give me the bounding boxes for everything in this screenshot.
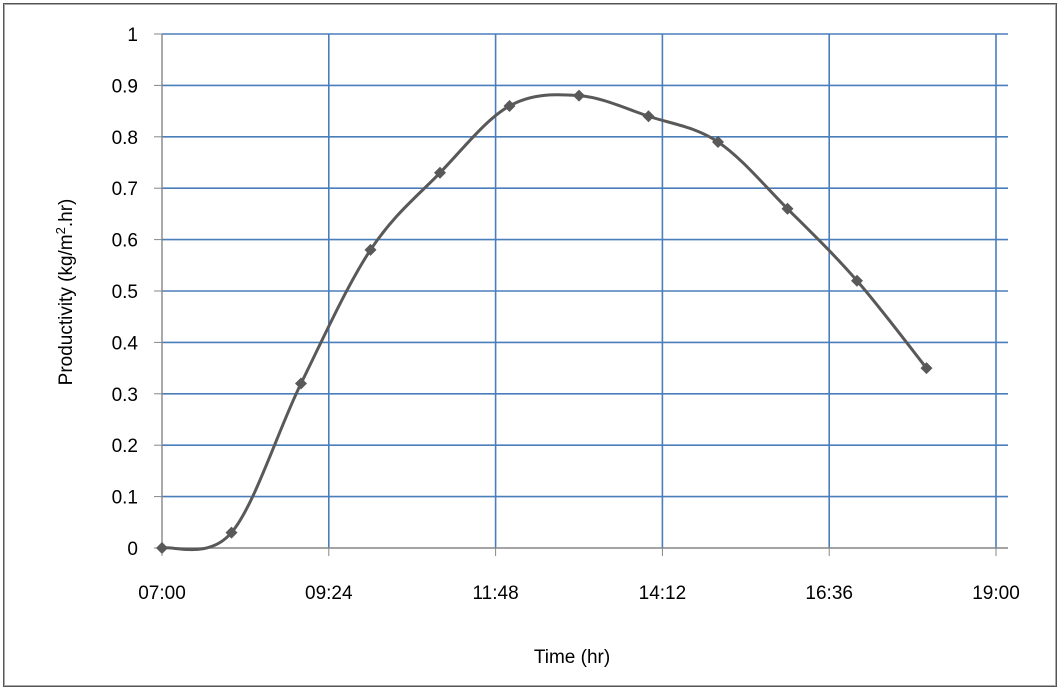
data-point-marker — [851, 274, 863, 287]
y-tick-label: 0.3 — [112, 385, 138, 406]
axes — [154, 33, 1008, 556]
data-point-marker — [295, 377, 307, 390]
data-point-marker — [712, 135, 724, 148]
y-tick-label: 0.6 — [112, 231, 138, 252]
y-tick-label: 0.5 — [112, 282, 138, 303]
y-tick-label: 0.1 — [112, 488, 138, 509]
data-point-marker — [642, 110, 655, 123]
y-axis-title-superscript: 2 — [53, 227, 68, 234]
x-tick-label: 11:48 — [473, 583, 519, 604]
data-point-marker — [225, 526, 238, 539]
y-tick-label: 0 — [127, 539, 138, 560]
x-tick-label: 14:12 — [639, 583, 687, 604]
series-markers — [156, 89, 933, 554]
y-axis-title-main: Productivity (kg/m — [56, 234, 77, 385]
x-axis-title: Time (hr) — [534, 647, 610, 668]
y-tick-label: 1 — [127, 25, 138, 46]
x-tick-label: 19:00 — [972, 583, 1020, 604]
x-tick-label: 16:36 — [805, 583, 853, 604]
grid-lines — [162, 33, 1008, 548]
y-tick-label: 0.4 — [112, 333, 139, 354]
y-tick-label: 0.9 — [112, 76, 138, 97]
data-point-marker — [573, 89, 585, 102]
data-point-marker — [434, 166, 446, 179]
y-tick-label: 0.7 — [112, 179, 138, 200]
series-line — [161, 93, 928, 552]
x-tick-label: 09:24 — [305, 583, 353, 604]
y-tick-label: 0.2 — [112, 436, 138, 457]
data-point-marker — [920, 362, 933, 375]
data-point-marker — [781, 202, 794, 215]
y-axis-title-unit-tail: .hr) — [56, 199, 77, 228]
y-axis-ticks: 0 0.1 0.2 0.3 0.4 0.5 0.6 0.7 0.8 0.9 1 — [112, 25, 139, 560]
x-tick-label: 07:00 — [138, 583, 186, 604]
data-point-marker — [503, 99, 516, 112]
chart-frame — [3, 3, 1057, 687]
x-axis-ticks: 07:00 09:24 11:48 14:12 16:36 19:00 — [138, 583, 1020, 604]
data-point-marker — [156, 542, 168, 554]
y-tick-label: 0.8 — [112, 128, 138, 149]
y-axis-title: Productivity (kg/m2.hr) — [53, 199, 77, 386]
data-point-marker — [364, 243, 377, 256]
